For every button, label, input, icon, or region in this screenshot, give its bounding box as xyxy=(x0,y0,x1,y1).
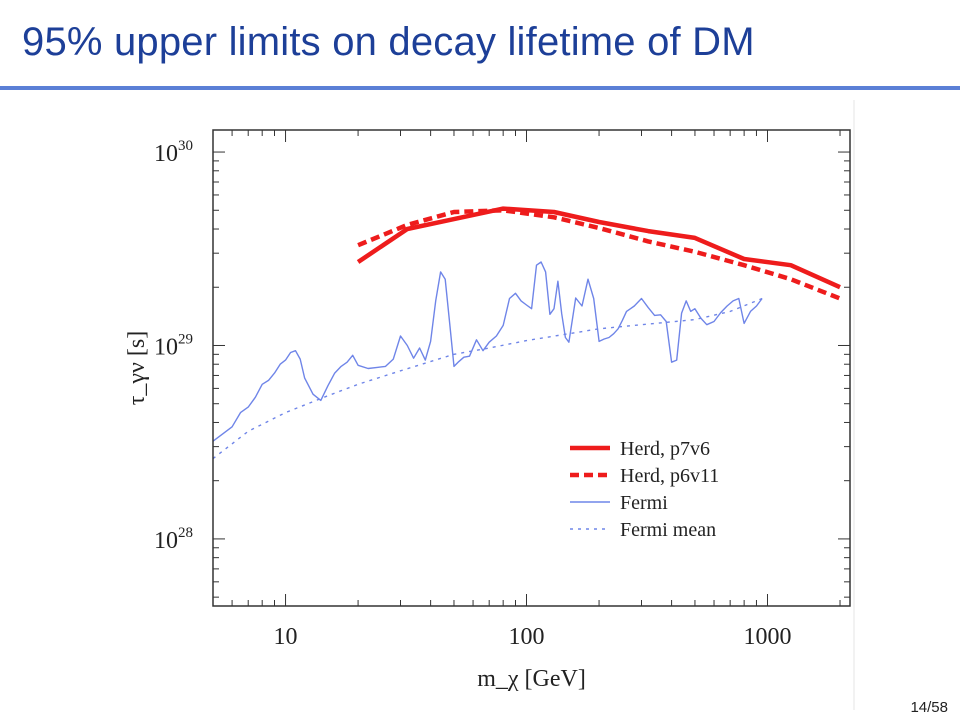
y-tick-label: 1028 xyxy=(154,525,193,554)
legend-label: Fermi mean xyxy=(620,519,716,541)
y-tick-label: 1030 xyxy=(154,138,193,167)
legend-label: Herd, p7v6 xyxy=(620,438,710,460)
x-axis-label: m_χ [GeV] xyxy=(477,666,586,692)
legend-label: Fermi xyxy=(620,492,668,514)
series-line-2 xyxy=(212,261,763,442)
series-line-0 xyxy=(356,206,841,290)
x-tick-label: 1000 xyxy=(743,624,791,650)
y-tick-label: 1029 xyxy=(154,331,193,360)
x-tick-label: 100 xyxy=(509,624,545,650)
page-title: 95% upper limits on decay lifetime of DM xyxy=(22,20,755,64)
series-line-1 xyxy=(357,208,841,301)
plot-frame xyxy=(212,129,851,607)
legend-label: Herd, p6v11 xyxy=(620,465,719,487)
x-tick-label: 10 xyxy=(274,624,298,650)
y-axis-label: τ_γν [s] xyxy=(124,331,150,405)
chart-background xyxy=(100,100,854,710)
lifetime-limits-chart: Herd, p7v6 Herd, p6v11 Fermi Fermi mean 10 1… xyxy=(100,100,855,710)
page-number: 14/58 xyxy=(910,699,948,716)
title-underline xyxy=(0,86,960,90)
legend: Herd, p7v6 Herd, p6v11 Fermi Fermi mean xyxy=(570,438,719,541)
series-line-3 xyxy=(212,297,763,460)
